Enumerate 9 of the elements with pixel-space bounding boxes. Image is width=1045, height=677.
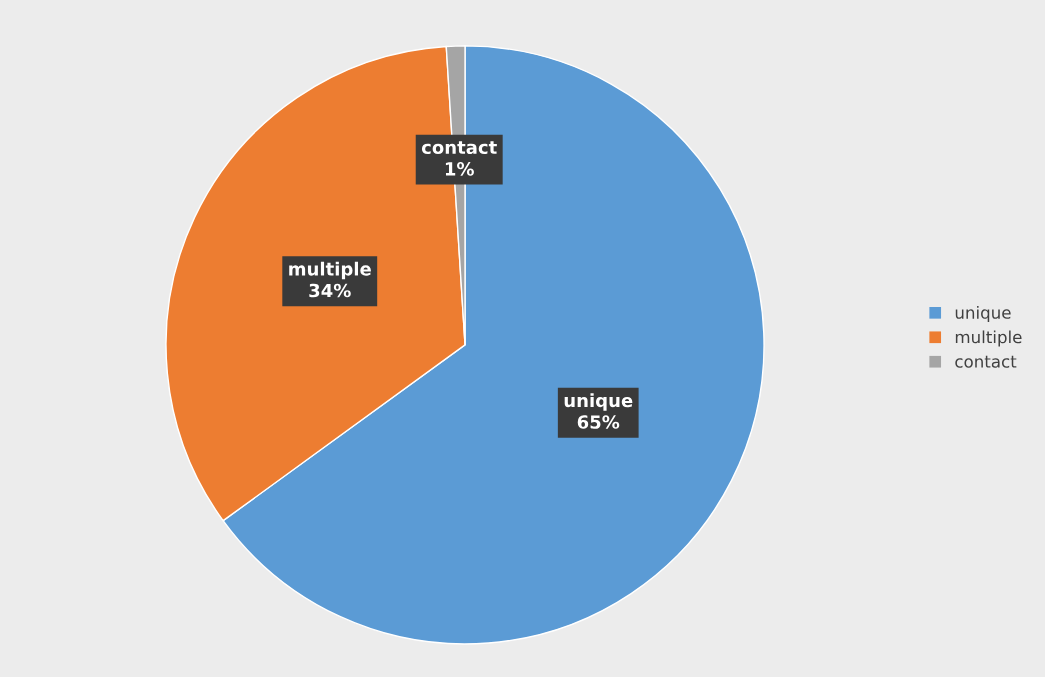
data-label: 65% [577, 415, 620, 429]
slice-label: unique [564, 393, 633, 411]
slice-label: multiple [289, 261, 371, 280]
slice-label: contact [421, 141, 497, 155]
legend-label: contact [955, 355, 1017, 368]
data-label: 34% [309, 283, 351, 298]
legend-label: multiple [955, 330, 1022, 347]
data-label: 1% [445, 162, 474, 176]
legend-label: unique [955, 305, 1011, 323]
